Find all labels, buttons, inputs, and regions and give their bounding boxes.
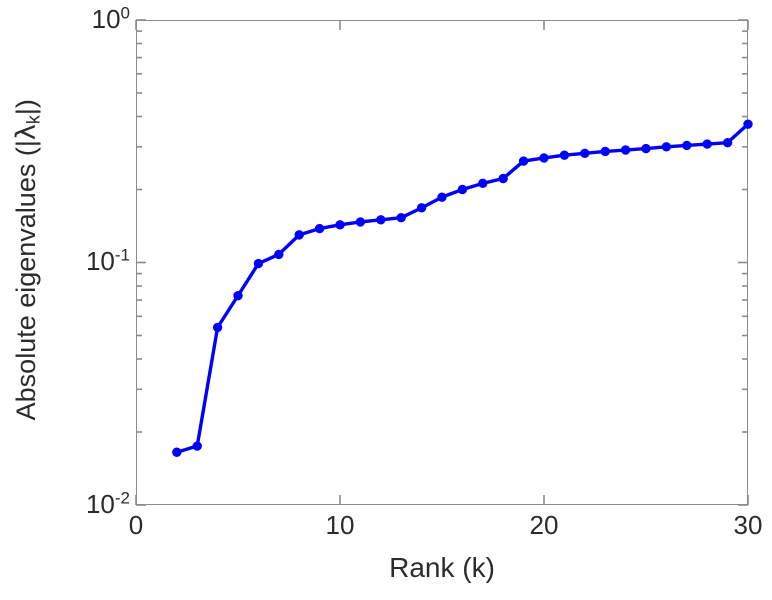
y-axis-title-prefix: Absolute eigenvalues (| <box>11 140 42 421</box>
y-tick-label-1e-2: 10-2 <box>85 488 130 519</box>
y-tick-label-1e-1: 10-1 <box>85 245 130 276</box>
y-tick-label-1e0: 100 <box>91 3 130 34</box>
x-axis-tick-labels: 0 10 20 30 <box>0 512 772 556</box>
lambda-symbol: λ <box>11 124 43 141</box>
y-axis-title-suffix: |) <box>11 99 42 116</box>
y-tick-exponent: -2 <box>114 488 130 508</box>
y-tick-mantissa: 10 <box>85 246 115 276</box>
x-tick-label-0: 0 <box>128 510 144 540</box>
y-tick-exponent: 0 <box>120 3 130 23</box>
y-tick-mantissa: 10 <box>91 4 121 34</box>
x-tick-label-30: 30 <box>733 510 763 540</box>
plot-area <box>136 20 748 505</box>
y-axis-title: Absolute eigenvalues (|λk|) <box>11 99 45 420</box>
y-tick-mantissa: 10 <box>85 489 115 519</box>
lambda-subscript: k <box>23 115 44 125</box>
y-tick-exponent: -1 <box>114 245 130 265</box>
x-tick-label-20: 20 <box>529 510 559 540</box>
x-tick-label-10: 10 <box>325 510 355 540</box>
x-axis-title: Rank (k) <box>389 552 495 583</box>
y-axis-tick-labels: 100 10-1 10-2 <box>46 0 130 520</box>
